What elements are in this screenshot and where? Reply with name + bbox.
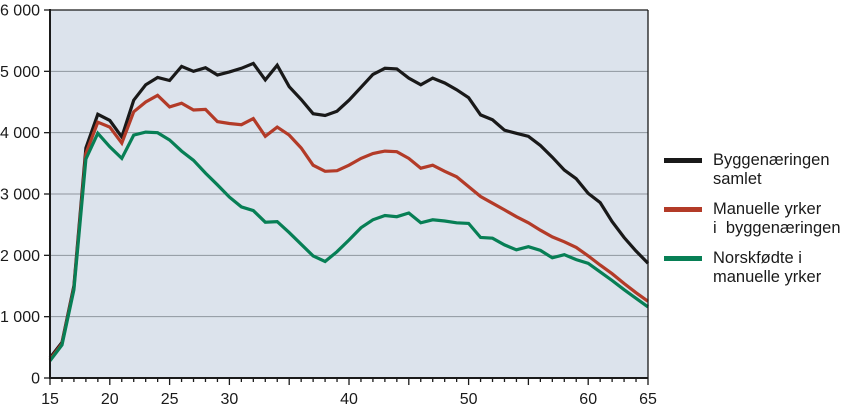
series-line-2 bbox=[48, 130, 649, 362]
x-tick-label-50: 50 bbox=[460, 391, 478, 408]
x-tick-label-25: 25 bbox=[161, 391, 179, 408]
y-tick-label-3000: 3 000 bbox=[0, 187, 40, 204]
x-tick-label-30: 30 bbox=[221, 391, 239, 408]
y-tick-label-0: 0 bbox=[31, 371, 40, 388]
x-tick-label-20: 20 bbox=[101, 391, 119, 408]
series-line-1 bbox=[48, 93, 649, 361]
legend-label-line1: Byggenæringen bbox=[713, 151, 830, 169]
x-tick-label-65: 65 bbox=[639, 391, 657, 408]
legend-swatch-green-line bbox=[664, 256, 702, 261]
legend-label-line1: Norskfødte i bbox=[713, 249, 802, 267]
y-tick-label-6000: 6 000 bbox=[0, 3, 40, 20]
legend-label-line2: manuelle yrker bbox=[713, 267, 822, 286]
legend: Byggenæringen samlet Manuelle yrker i by… bbox=[664, 151, 841, 286]
x-tick-label-40: 40 bbox=[340, 391, 358, 408]
series-line-0 bbox=[48, 61, 650, 359]
legend-item-byggenaeringen-samlet: Byggenæringen samlet bbox=[664, 151, 841, 188]
y-tick-label-5000: 5 000 bbox=[0, 64, 40, 81]
x-tick-label-15: 15 bbox=[41, 391, 59, 408]
legend-label-line1: Manuelle yrker bbox=[713, 200, 822, 218]
legend-swatch-black-line bbox=[664, 158, 702, 163]
legend-item-norskfodte: Norskfødte i manuelle yrker bbox=[664, 249, 841, 286]
y-tick-label-4000: 4 000 bbox=[0, 125, 40, 142]
legend-swatch-red-line bbox=[664, 207, 702, 212]
legend-item-manuelle-yrker: Manuelle yrker i byggenæringen bbox=[664, 200, 841, 237]
x-tick-label-60: 60 bbox=[579, 391, 597, 408]
y-tick-label-2000: 2 000 bbox=[0, 248, 40, 265]
legend-label-line2: samlet bbox=[713, 169, 762, 188]
legend-label-line2: i byggenæringen bbox=[713, 218, 841, 237]
y-tick-label-1000: 1 000 bbox=[0, 309, 40, 326]
